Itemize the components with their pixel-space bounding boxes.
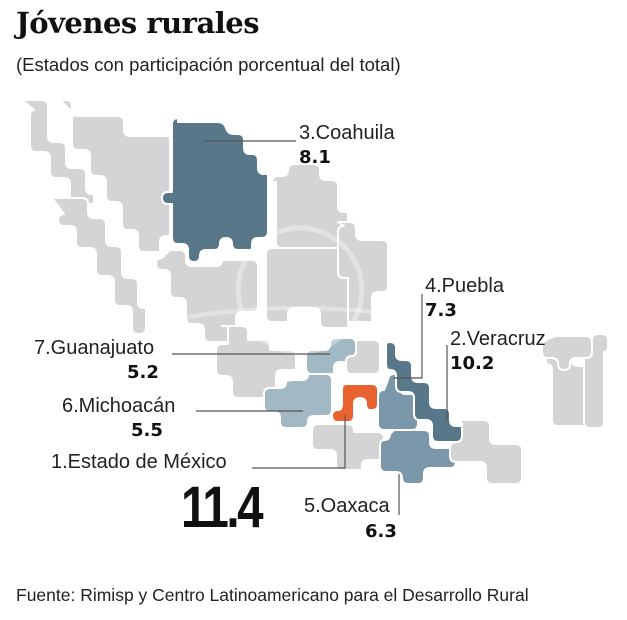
leader-lines <box>172 140 448 515</box>
state-michoacan <box>263 373 333 429</box>
value-oaxaca: 6.3 <box>365 521 397 542</box>
value-coahuila: 8.1 <box>299 147 331 168</box>
value-guanajuato: 5.2 <box>127 362 159 383</box>
state-oaxaca <box>379 429 457 485</box>
page-subtitle: (Estados con participación porcentual de… <box>16 54 401 75</box>
page-title: Jóvenes rurales <box>16 6 260 40</box>
state-baja-california-sur <box>51 197 147 335</box>
state-coahuila-east <box>271 163 349 249</box>
value-michoacan: 5.5 <box>131 420 163 441</box>
label-coahuila: 3.Coahuila <box>299 122 395 144</box>
state-chiapas <box>449 419 523 485</box>
watermark-seal <box>169 225 431 355</box>
label-oaxaca: 5.Oaxaca <box>304 495 390 517</box>
state-durango <box>155 249 259 343</box>
state-guerrero <box>311 423 385 471</box>
value-veracruz: 10.2 <box>450 353 495 374</box>
state-baja-california <box>21 99 95 205</box>
state-yucatan <box>541 335 593 371</box>
label-veracruz: 2.Veracruz <box>450 328 546 350</box>
value-puebla: 7.3 <box>425 300 457 321</box>
state-zacatecas <box>265 247 349 329</box>
label-michoacan: 6.Michoacán <box>62 395 176 417</box>
state-hidalgo <box>345 339 381 375</box>
source-note: Fuente: Rimisp y Centro Latinoamericano … <box>16 585 529 605</box>
label-edomex: 1.Estado de México <box>51 451 227 473</box>
label-guanajuato: 7.Guanajuato <box>34 337 155 359</box>
state-coahuila <box>161 117 269 263</box>
leader-puebla <box>394 294 423 379</box>
value-edomex: 11.4 <box>181 475 264 540</box>
state-sonora <box>59 99 171 253</box>
state-estado-de-mexico <box>331 383 379 423</box>
label-puebla: 4.Puebla <box>425 275 504 297</box>
leader-edomex <box>252 415 346 469</box>
